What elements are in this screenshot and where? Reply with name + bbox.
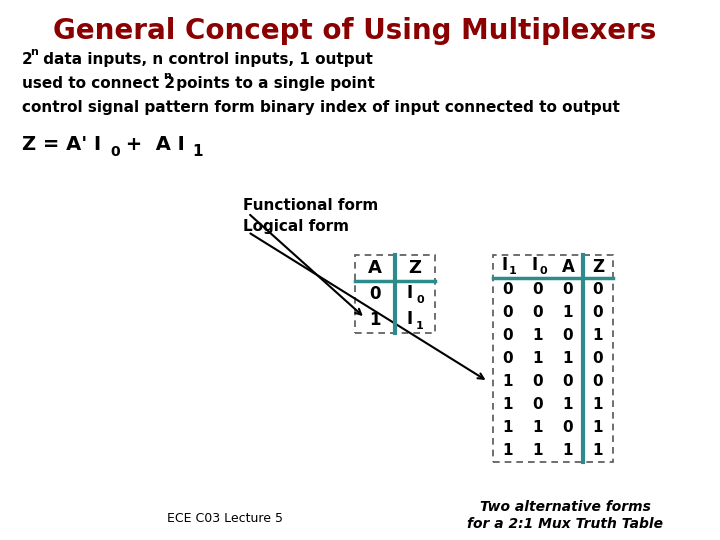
Text: 1: 1 xyxy=(563,305,573,320)
Text: 1: 1 xyxy=(563,397,573,412)
Text: General Concept of Using Multiplexers: General Concept of Using Multiplexers xyxy=(53,17,657,45)
Text: points to a single point: points to a single point xyxy=(171,76,375,91)
Text: data inputs, n control inputs, 1 output: data inputs, n control inputs, 1 output xyxy=(38,52,373,67)
Text: I: I xyxy=(502,256,508,274)
Text: 1: 1 xyxy=(563,351,573,366)
Text: 1: 1 xyxy=(503,420,513,435)
Text: 0: 0 xyxy=(593,351,603,366)
Text: 1: 1 xyxy=(503,374,513,389)
Text: for a 2:1 Mux Truth Table: for a 2:1 Mux Truth Table xyxy=(467,517,663,531)
Text: n: n xyxy=(30,47,38,57)
Text: I: I xyxy=(407,284,413,302)
Text: 1: 1 xyxy=(416,321,424,331)
Text: 0: 0 xyxy=(563,282,573,297)
Bar xyxy=(355,255,435,333)
Text: 1: 1 xyxy=(369,311,381,329)
Text: 0: 0 xyxy=(503,351,513,366)
Text: Two alternative forms: Two alternative forms xyxy=(480,500,650,514)
Text: 0: 0 xyxy=(503,328,513,343)
Text: 1: 1 xyxy=(533,328,544,343)
Text: 1: 1 xyxy=(533,420,544,435)
Text: 1: 1 xyxy=(593,420,603,435)
Text: 0: 0 xyxy=(563,328,573,343)
Text: 0: 0 xyxy=(563,420,573,435)
Text: 0: 0 xyxy=(533,282,544,297)
Text: 0: 0 xyxy=(533,397,544,412)
Text: Z: Z xyxy=(592,258,604,275)
Text: 1: 1 xyxy=(593,328,603,343)
Text: I: I xyxy=(407,310,413,328)
Text: 1: 1 xyxy=(509,267,517,276)
Text: 0: 0 xyxy=(503,282,513,297)
Text: Logical form: Logical form xyxy=(243,219,349,234)
Text: 0: 0 xyxy=(533,374,544,389)
Text: 2: 2 xyxy=(22,52,32,67)
Text: 1: 1 xyxy=(563,443,573,458)
Text: A: A xyxy=(562,258,575,275)
Text: 1: 1 xyxy=(593,443,603,458)
Text: Z: Z xyxy=(408,259,421,277)
Text: control signal pattern form binary index of input connected to output: control signal pattern form binary index… xyxy=(22,100,620,115)
Text: 0: 0 xyxy=(593,374,603,389)
Text: 1: 1 xyxy=(192,145,202,159)
Text: +  A I: + A I xyxy=(119,136,185,154)
Text: 0: 0 xyxy=(110,145,120,159)
Text: 0: 0 xyxy=(416,295,424,305)
Text: A: A xyxy=(368,259,382,277)
Text: 0: 0 xyxy=(533,305,544,320)
Text: 1: 1 xyxy=(593,397,603,412)
Text: Functional form: Functional form xyxy=(243,198,378,213)
Text: 0: 0 xyxy=(593,282,603,297)
Text: 1: 1 xyxy=(533,443,544,458)
Text: 1: 1 xyxy=(503,443,513,458)
Text: 1: 1 xyxy=(533,351,544,366)
Text: I: I xyxy=(532,256,538,274)
Text: ECE C03 Lecture 5: ECE C03 Lecture 5 xyxy=(167,511,283,524)
Text: used to connect 2: used to connect 2 xyxy=(22,76,175,91)
Text: n: n xyxy=(163,71,171,81)
Text: 1: 1 xyxy=(503,397,513,412)
Text: 0: 0 xyxy=(369,285,381,303)
Text: 0: 0 xyxy=(593,305,603,320)
Text: 0: 0 xyxy=(503,305,513,320)
Text: Z = A' I: Z = A' I xyxy=(22,136,101,154)
Text: 0: 0 xyxy=(563,374,573,389)
Text: 0: 0 xyxy=(539,267,546,276)
Bar xyxy=(493,255,613,462)
